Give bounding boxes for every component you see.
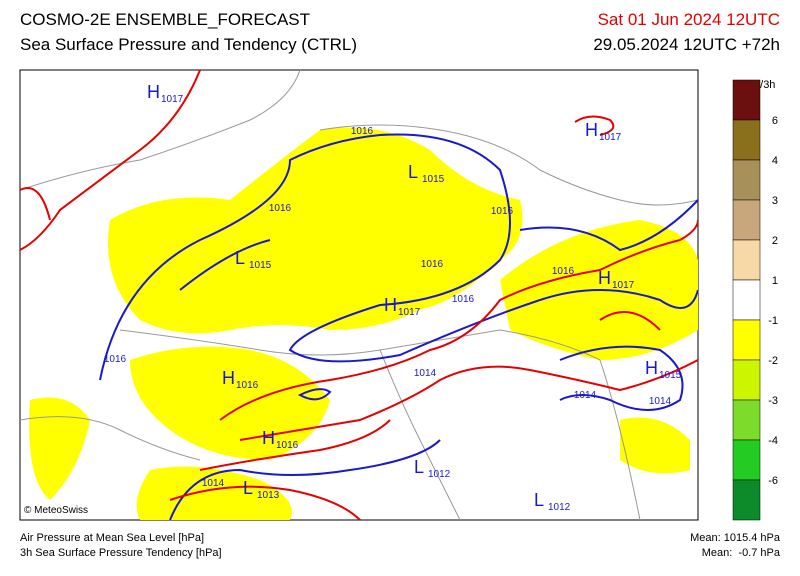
pressure-center-type: L [534, 490, 544, 510]
colorbar-segment [732, 479, 761, 521]
isobar-label: 1016 [552, 266, 575, 277]
pressure-center-type: L [408, 162, 418, 182]
isobar-label: 1016 [421, 259, 444, 270]
pressure-center-type: L [243, 478, 253, 498]
subtitle: Sea Surface Pressure and Tendency (CTRL) [20, 35, 357, 54]
run-time: 29.05.2024 12UTC +72h [593, 35, 780, 54]
footer-text: Mean: 1015.4 hPa [690, 532, 781, 544]
footer-text: Air Pressure at Mean Sea Level [hPa] [20, 532, 204, 544]
footer-text: Mean: -0.7 hPa [702, 547, 781, 559]
pressure-center-type: L [414, 457, 424, 477]
pressure-center-value: 1017 [398, 307, 421, 318]
colorbar-label: 4 [772, 155, 778, 167]
colorbar-label: -2 [768, 355, 778, 367]
pressure-center-value: 1015 [422, 174, 445, 185]
colorbar-label: -1 [768, 315, 778, 327]
pressure-center-value: 1017 [612, 280, 635, 291]
pressure-center-type: H [585, 120, 598, 140]
isobar-label: 1014 [414, 368, 437, 379]
footer-text: 3h Sea Surface Pressure Tendency [hPa] [20, 547, 222, 559]
isobar-label: 1016 [452, 294, 475, 305]
borders [20, 70, 698, 520]
isobar-label: 1014 [202, 478, 225, 489]
pressure-center-value: 1017 [161, 94, 184, 105]
pressure-center-type: L [235, 248, 245, 268]
map [19, 69, 699, 521]
pressure-center-value: 1012 [548, 502, 571, 513]
colorbar-label: 1 [772, 275, 778, 287]
colorbar-label: 6 [772, 115, 778, 127]
pressure-center-type: H [598, 268, 611, 288]
pressure-center-value: 1016 [276, 440, 299, 451]
colorbar-label: -4 [768, 435, 778, 447]
isobar-label: 1014 [574, 390, 597, 401]
isobar-label: 1016 [351, 126, 374, 137]
tendency-contours [20, 70, 698, 520]
colorbar-segment [732, 239, 761, 281]
pressure-center-value: 1013 [257, 490, 280, 501]
colorbar-label: -6 [768, 475, 778, 487]
colorbar-segment [732, 319, 761, 361]
colorbar-segment [732, 159, 761, 201]
colorbar-segment [732, 399, 761, 441]
pressure-center-value: 1016 [236, 380, 259, 391]
colorbar-segment [732, 119, 761, 161]
colorbar-segment [732, 279, 761, 321]
pressure-center-value: 1015 [249, 260, 272, 271]
colorbar-label: -3 [768, 395, 778, 407]
colorbar-segment [732, 439, 761, 481]
colorbar-segment [732, 199, 761, 241]
isobar-label: 1016 [269, 203, 292, 214]
colorbar-segment [732, 359, 761, 401]
colorbar-label: 2 [772, 235, 778, 247]
pressure-center-value: 1017 [599, 132, 622, 143]
isobar-label: 1014 [649, 396, 672, 407]
valid-time: Sat 01 Jun 2024 12UTC [598, 10, 780, 29]
isobar-label: 1016 [491, 206, 514, 217]
tendency-area [29, 127, 698, 520]
pressure-center-type: H [645, 358, 658, 378]
pressure-center-value: 1012 [428, 469, 451, 480]
pressure-center-type: H [262, 428, 275, 448]
colorbar: 6 4 3 2 1 -1 -2 -3 -4 -6 [732, 79, 778, 521]
isobars [99, 133, 698, 520]
copyright: © MeteoSwiss [24, 505, 88, 516]
title: COSMO-2E ENSEMBLE_FORECAST [20, 10, 310, 29]
pressure-center-type: H [147, 82, 160, 102]
isobar-label: 1016 [104, 354, 127, 365]
pressure-center-type: H [222, 368, 235, 388]
pressure-center-value: 1015 [659, 370, 682, 381]
colorbar-segment [732, 79, 761, 121]
colorbar-label: 3 [772, 195, 778, 207]
pressure-center-type: H [384, 295, 397, 315]
